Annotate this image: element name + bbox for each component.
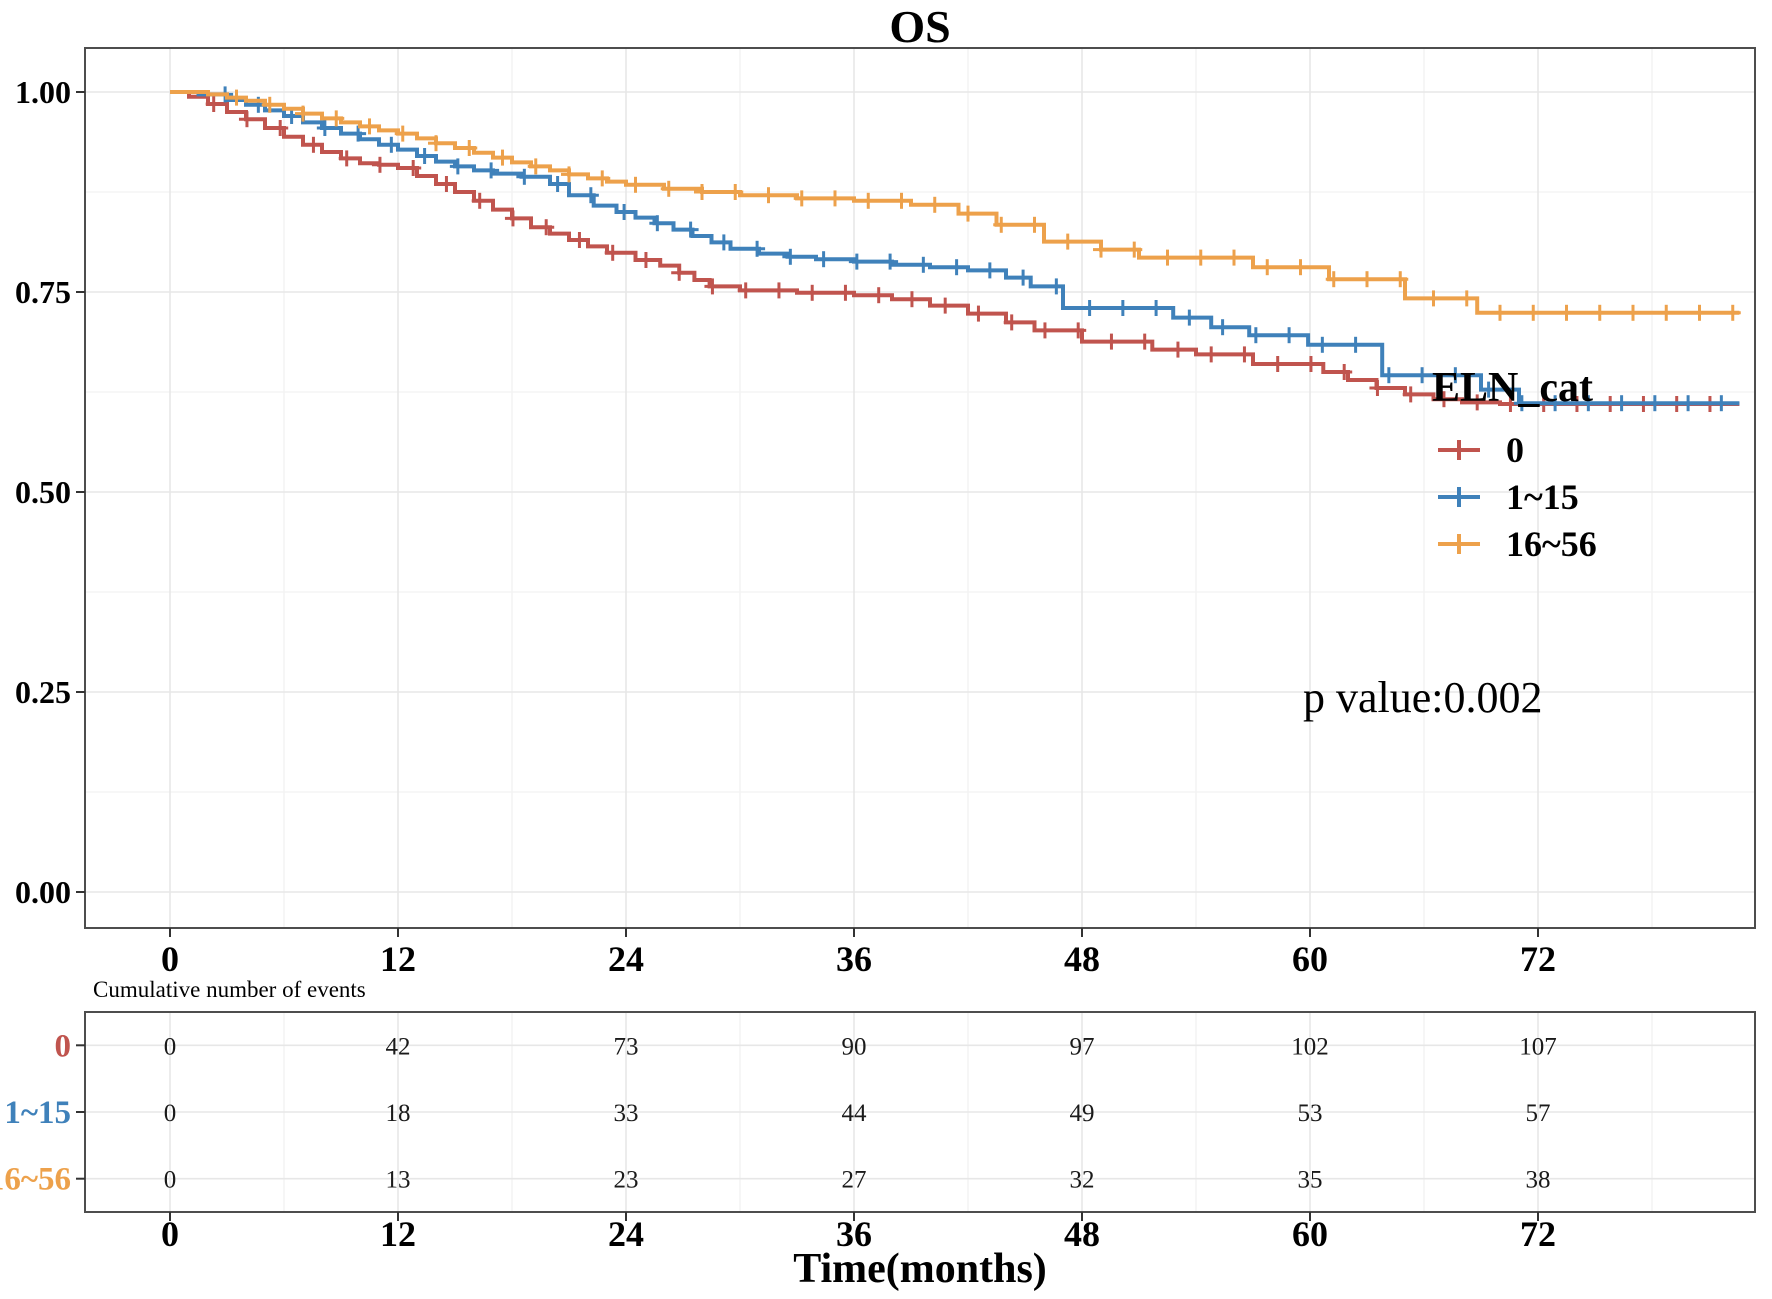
events-table-title: Cumulative number of events <box>93 977 366 1002</box>
legend-item-label: 16~56 <box>1506 523 1597 564</box>
legend-title: ELN_cat <box>1432 365 1593 411</box>
table-x-tick-label: 24 <box>608 1214 644 1254</box>
y-tick-label: 0.00 <box>15 874 71 910</box>
table-cell-value: 0 <box>164 1033 177 1060</box>
table-cell-value: 0 <box>164 1100 177 1127</box>
table-cell-value: 57 <box>1526 1100 1551 1127</box>
censor-key-icon <box>1438 533 1480 554</box>
table-cell-value: 53 <box>1298 1100 1323 1127</box>
table-cell-value: 27 <box>842 1167 867 1194</box>
legend-item-group0: 0 <box>1432 426 1597 473</box>
table-cell-value: 23 <box>614 1167 639 1194</box>
chart-title: OS <box>889 1 951 52</box>
km-curve-1~15 <box>170 90 1740 406</box>
table-cell-value: 33 <box>614 1100 639 1127</box>
table-x-tick-label: 48 <box>1064 1214 1100 1254</box>
table-cell-value: 90 <box>842 1033 867 1060</box>
table-x-tick-label: 12 <box>380 1214 416 1254</box>
y-tick-label: 1.00 <box>15 74 71 110</box>
x-tick-label: 24 <box>608 939 644 979</box>
table-cell-value: 107 <box>1519 1033 1557 1060</box>
table-cell-value: 13 <box>386 1167 411 1194</box>
table-row-label: 0 <box>55 1028 72 1064</box>
table-x-tick-label: 36 <box>836 1214 872 1254</box>
table-row-label: 16~56 <box>0 1162 71 1198</box>
y-tick-label: 0.50 <box>15 474 71 510</box>
km-curve-0 <box>170 90 1740 406</box>
legend-item-label: 1~15 <box>1506 476 1579 517</box>
table-cell-value: 18 <box>386 1100 411 1127</box>
x-tick-label: 48 <box>1064 939 1100 979</box>
table-row-label: 1~15 <box>4 1095 71 1131</box>
x-tick-label: 12 <box>380 939 416 979</box>
y-tick-label: 0.75 <box>15 274 71 310</box>
table-cell-value: 102 <box>1291 1033 1329 1060</box>
x-tick-label: 60 <box>1292 939 1328 979</box>
km-curve-16~56 <box>170 90 1740 315</box>
x-tick-label: 0 <box>161 939 179 979</box>
y-tick-label: 0.25 <box>15 674 71 710</box>
legend: ELN_cat 0 1~15 16~56 <box>1432 364 1597 567</box>
x-tick-label: 36 <box>836 939 872 979</box>
table-cell-value: 0 <box>164 1167 177 1194</box>
table-x-tick-label: 72 <box>1520 1214 1556 1254</box>
legend-item-group1-15: 1~15 <box>1432 473 1597 520</box>
table-cell-value: 97 <box>1070 1033 1095 1060</box>
table-cell-value: 32 <box>1070 1167 1095 1194</box>
table-cell-value: 42 <box>386 1033 411 1060</box>
legend-item-group16-56: 16~56 <box>1432 520 1597 567</box>
censor-key-icon <box>1438 486 1480 507</box>
table-cell-value: 44 <box>842 1100 868 1127</box>
x-axis-title: Time(months) <box>793 1246 1047 1292</box>
legend-item-label: 0 <box>1506 429 1524 470</box>
table-x-tick-label: 0 <box>161 1214 179 1254</box>
table-cell-value: 38 <box>1526 1167 1551 1194</box>
table-cell-value: 49 <box>1070 1100 1095 1127</box>
table-cell-value: 73 <box>614 1033 639 1060</box>
p-value-annotation: p value:0.002 <box>1303 673 1543 722</box>
x-tick-label: 72 <box>1520 939 1556 979</box>
table-x-tick-label: 60 <box>1292 1214 1328 1254</box>
plot-panel-border <box>84 47 1756 929</box>
table-cell-value: 35 <box>1298 1167 1323 1194</box>
censor-key-icon <box>1438 439 1480 460</box>
